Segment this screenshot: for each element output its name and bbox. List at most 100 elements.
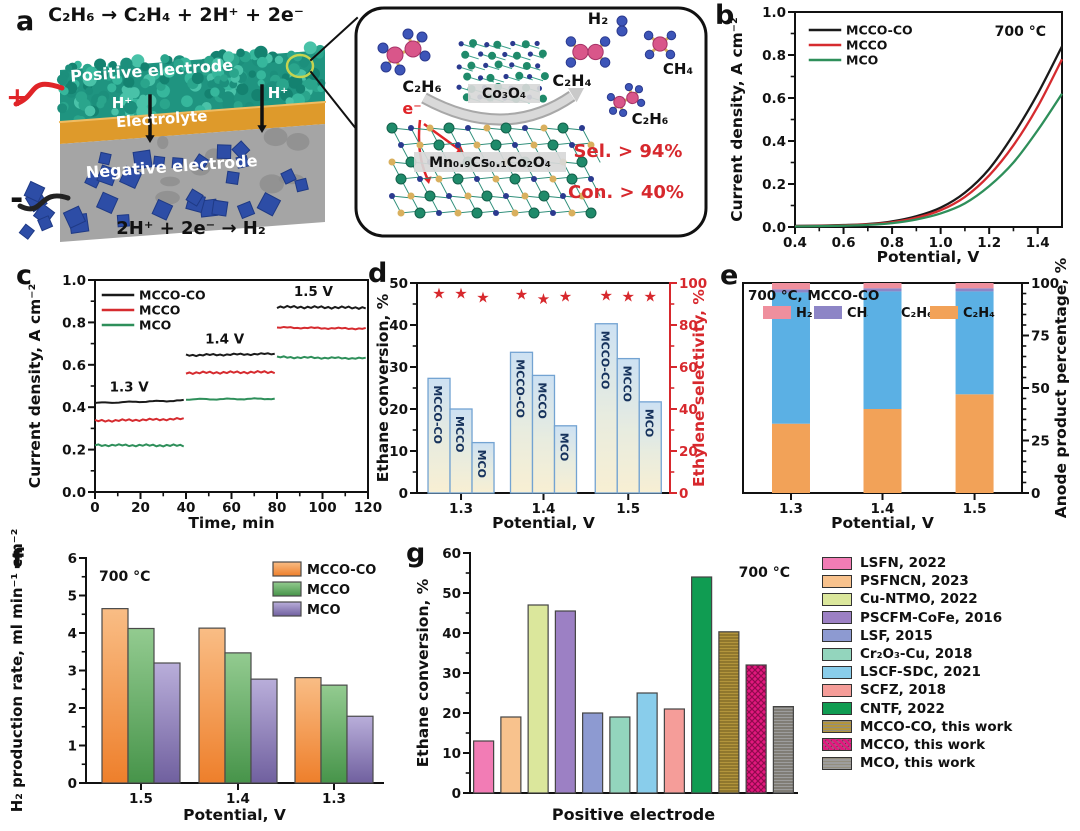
svg-text:Mn₀.₉Cs₀.₁Co₂O₄: Mn₀.₉Cs₀.₁Co₂O₄ <box>429 155 551 171</box>
svg-text:★: ★ <box>515 286 528 304</box>
svg-text:0.6: 0.6 <box>62 358 86 374</box>
svg-text:60: 60 <box>222 500 241 516</box>
legend-label: Cu-NTMO, 2022 <box>860 591 978 608</box>
svg-text:Positive electrode: Positive electrode <box>552 805 715 824</box>
svg-text:MCCO: MCCO <box>620 366 633 402</box>
svg-text:80: 80 <box>268 500 287 516</box>
svg-text:0: 0 <box>1031 486 1040 502</box>
inset-reactant-label: C₂H₆ <box>402 77 441 96</box>
svg-text:40: 40 <box>679 402 698 418</box>
legend-label: LSFN, 2022 <box>860 555 947 572</box>
svg-text:700 °C, MCCO-CO: 700 °C, MCCO-CO <box>748 288 879 304</box>
svg-text:1.4: 1.4 <box>226 791 250 807</box>
svg-text:MCCO: MCCO <box>846 38 887 53</box>
svg-text:1.0: 1.0 <box>762 5 786 21</box>
svg-text:1.3: 1.3 <box>322 791 346 807</box>
svg-text:80: 80 <box>679 318 698 334</box>
svg-text:0: 0 <box>90 500 99 516</box>
legend-item: LSCF-SDC, 2021 <box>822 663 1072 681</box>
svg-text:0: 0 <box>452 786 461 802</box>
legend-item: MCO, this work <box>822 754 1072 772</box>
svg-text:1.5 V: 1.5 V <box>294 284 334 300</box>
svg-text:Ethane conversion, %: Ethane conversion, % <box>374 293 392 482</box>
svg-text:0.4: 0.4 <box>762 134 786 150</box>
svg-text:Co₃O₄: Co₃O₄ <box>482 86 526 102</box>
svg-text:e⁻: e⁻ <box>402 99 421 118</box>
svg-text:6: 6 <box>68 551 77 567</box>
svg-text:C₂H₆: C₂H₆ <box>901 306 933 321</box>
svg-text:MCCO: MCCO <box>139 303 180 318</box>
svg-text:40: 40 <box>177 500 196 516</box>
svg-text:0.8: 0.8 <box>762 48 786 64</box>
svg-text:0.6: 0.6 <box>762 91 786 107</box>
svg-text:MCO: MCO <box>558 433 571 461</box>
chart-e-product-distribution: 0 25 50 75 100 1.3 1.4 1.5 700 °C, MCCO-CO H₂ CH₄ C… <box>742 257 1070 532</box>
svg-text:★: ★ <box>432 285 445 303</box>
svg-text:120: 120 <box>354 500 382 516</box>
svg-text:100: 100 <box>679 276 707 292</box>
svg-text:Ethylene selectivity, %: Ethylene selectivity, % <box>690 289 708 487</box>
svg-text:1.4 V: 1.4 V <box>205 332 245 348</box>
panel-g-legend: LSFN, 2022 PSFNCN, 2023 Cu-NTMO, 2022 PSCFM… <box>822 554 1072 772</box>
svg-text:10: 10 <box>389 444 408 460</box>
svg-text:MCCO: MCCO <box>536 382 549 418</box>
legend-label: LSF, 2015 <box>860 627 933 644</box>
legend-label: MCCO, this work <box>860 736 986 753</box>
svg-text:1.0: 1.0 <box>929 235 953 251</box>
legend-swatch <box>822 647 852 661</box>
svg-text:MCCO-CO: MCCO-CO <box>139 288 206 303</box>
legend-label: PSFNCN, 2023 <box>860 573 969 590</box>
svg-text:0: 0 <box>68 776 77 792</box>
legend-item: LSFN, 2022 <box>822 554 1072 572</box>
legend-swatch <box>822 702 852 716</box>
svg-text:MCCO: MCCO <box>453 416 466 452</box>
legend-swatch <box>822 629 852 643</box>
svg-text:MCO: MCO <box>475 450 488 478</box>
svg-text:10: 10 <box>442 746 461 762</box>
svg-text:★: ★ <box>537 290 550 308</box>
legend-swatch <box>822 592 852 606</box>
legend-swatch <box>822 756 852 770</box>
legend-swatch <box>822 683 852 697</box>
svg-text:0.0: 0.0 <box>62 485 86 501</box>
svg-text:1.0: 1.0 <box>62 273 86 289</box>
svg-text:Potential, V: Potential, V <box>831 514 934 532</box>
inset-selectivity-value: Sel. > 94% <box>574 141 683 162</box>
inset-conversion-value: Con. > 40% <box>568 182 684 203</box>
svg-text:Ethane conversion, %: Ethane conversion, % <box>414 578 432 767</box>
panel-e-label: e <box>720 260 739 291</box>
svg-text:20: 20 <box>131 500 150 516</box>
svg-text:MCCO-CO: MCCO-CO <box>431 385 444 444</box>
legend-item: MCCO-CO, this work <box>822 718 1072 736</box>
svg-text:★: ★ <box>476 289 489 307</box>
svg-text:700 °C: 700 °C <box>995 24 1046 40</box>
svg-text:1.5: 1.5 <box>129 791 153 807</box>
panel-f-label: f <box>12 544 24 575</box>
svg-text:0.8: 0.8 <box>880 235 904 251</box>
svg-text:3: 3 <box>68 664 77 680</box>
svg-text:700 °C: 700 °C <box>99 569 150 585</box>
svg-text:50: 50 <box>389 276 408 292</box>
svg-text:1.4: 1.4 <box>871 501 895 517</box>
svg-text:MCO: MCO <box>642 409 655 437</box>
svg-text:20: 20 <box>389 402 408 418</box>
panel-b-label: b <box>715 0 735 31</box>
legend-swatch <box>822 611 852 625</box>
svg-text:Time, min: Time, min <box>188 514 274 532</box>
svg-text:Potential, V: Potential, V <box>877 248 980 266</box>
svg-text:75: 75 <box>1031 329 1050 345</box>
negative-terminal-label: - <box>10 179 24 217</box>
svg-text:0.2: 0.2 <box>62 443 86 459</box>
panel-a-schematic: H⁺H⁺Positive electrodeElectrolyteNegativ… <box>13 6 708 242</box>
svg-text:C₂H₄: C₂H₄ <box>552 71 591 90</box>
legend-item: SCFZ, 2018 <box>822 681 1072 699</box>
panel-g-label: g <box>406 538 426 569</box>
svg-text:0.6: 0.6 <box>832 235 856 251</box>
svg-text:Potential, V: Potential, V <box>183 806 286 824</box>
cathode-reaction-equation: 2H⁺ + 2e⁻ → H₂ <box>116 218 266 239</box>
legend-label: PSCFM-CoFe, 2016 <box>860 609 1003 626</box>
legend-swatch <box>822 556 852 570</box>
chart-b-polarization-curves: 0.4 0.6 0.8 1.0 1.2 1.4 0.0 0.2 0.4 0.6 0.8 1.0 MCCO… <box>728 5 1064 266</box>
svg-text:60: 60 <box>679 360 698 376</box>
chart-g-benchmark: 0 10 20 30 40 50 60 700 °C Positive electrode Eth… <box>414 546 798 824</box>
